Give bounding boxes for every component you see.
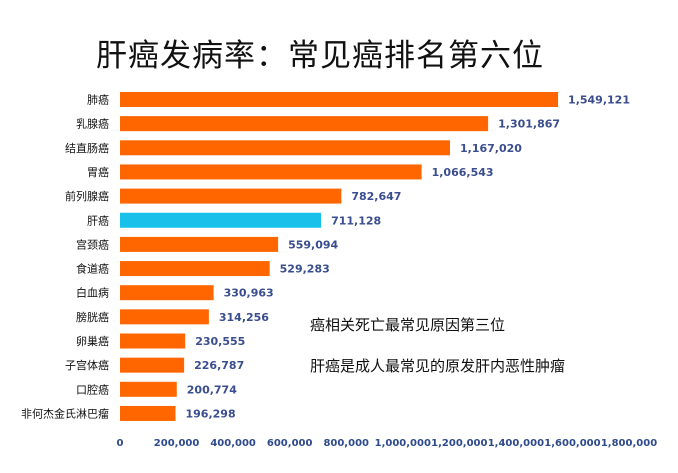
category-label: 非何杰金氏淋巴瘤 (21, 406, 109, 420)
x-tick-label: 0 (117, 438, 124, 449)
value-label: 230,555 (195, 335, 245, 348)
value-label: 226,787 (194, 359, 244, 372)
x-tick-label: 1,800,000 (601, 438, 657, 449)
bar (120, 285, 214, 301)
category-label: 子宫体癌 (65, 358, 109, 372)
value-label: 782,647 (351, 190, 401, 203)
bar (120, 116, 489, 132)
bar (120, 309, 209, 325)
value-label: 1,301,867 (498, 118, 560, 131)
category-label: 胃癌 (87, 165, 109, 179)
category-label: 白血病 (76, 286, 109, 300)
category-label: 乳腺癌 (76, 117, 109, 131)
value-label: 196,298 (186, 407, 236, 420)
x-tick-label: 200,000 (154, 438, 200, 449)
bar (120, 236, 279, 252)
category-label: 肝癌 (87, 213, 109, 227)
category-label: 肺癌 (87, 93, 109, 107)
category-label: 宫颈癌 (76, 237, 109, 251)
x-tick-label: 1,000,000 (375, 438, 431, 449)
x-tick-label: 600,000 (267, 438, 313, 449)
note-liver-cancer: 肝癌是成人最常见的原发肝内恶性肿瘤 (310, 357, 566, 375)
value-label: 314,256 (219, 311, 269, 324)
x-tick-label: 400,000 (210, 438, 256, 449)
x-tick-label: 1,200,000 (431, 438, 487, 449)
page-title: 肝癌发病率：常见癌排名第六位 (96, 38, 544, 74)
bar (120, 333, 186, 349)
bar-highlight (120, 212, 322, 228)
value-label: 1,167,020 (460, 142, 522, 155)
value-label: 529,283 (280, 263, 330, 276)
category-label: 结直肠癌 (65, 141, 109, 155)
x-tick-label: 800,000 (323, 438, 369, 449)
bar (120, 188, 342, 204)
bar (120, 405, 176, 421)
x-tick-label: 1,400,000 (488, 438, 544, 449)
bar (120, 261, 270, 277)
category-label: 膀胱癌 (76, 310, 109, 324)
value-label: 559,094 (288, 238, 338, 251)
value-label: 711,128 (331, 214, 381, 227)
bar (120, 164, 422, 180)
category-label: 食道癌 (76, 262, 109, 276)
note-death-cause: 癌相关死亡最常见原因第三位 (310, 316, 506, 334)
bar (120, 381, 177, 397)
value-label: 1,066,543 (432, 166, 494, 179)
value-label: 330,963 (224, 287, 274, 300)
x-tick-label: 1,600,000 (544, 438, 600, 449)
category-label: 前列腺癌 (65, 189, 109, 203)
bar (120, 357, 185, 373)
bar (120, 140, 451, 156)
category-label: 卵巢癌 (76, 334, 109, 348)
bar (120, 92, 559, 107)
category-label: 口腔癌 (76, 382, 109, 396)
value-label: 1,549,121 (568, 94, 630, 107)
value-label: 200,774 (187, 383, 237, 396)
